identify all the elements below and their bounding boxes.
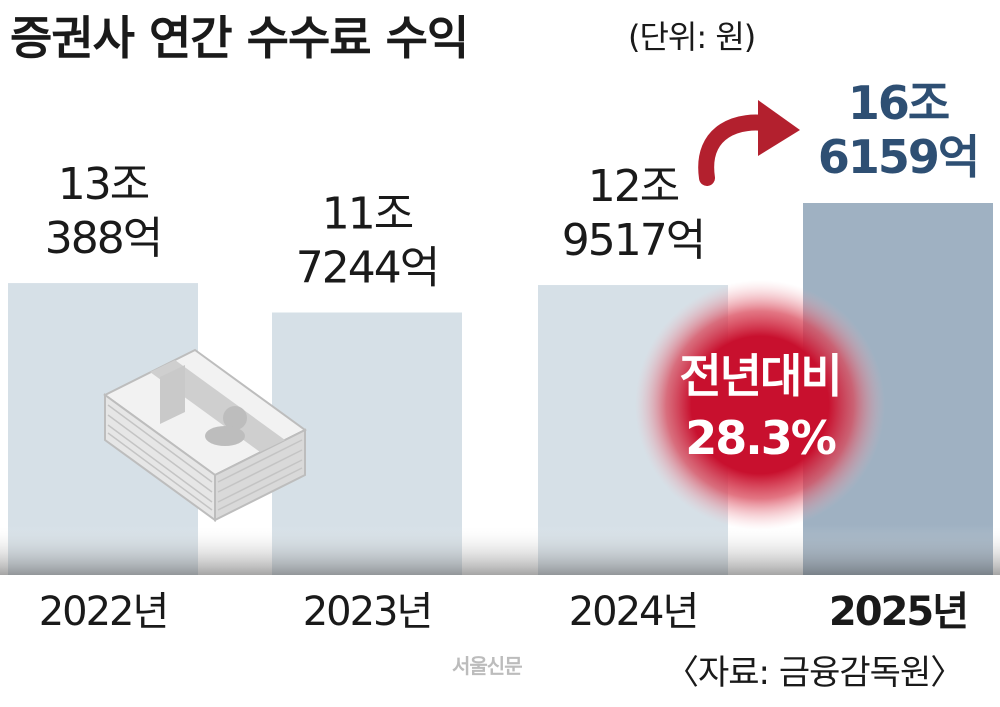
- badge-line2: 28.3%: [685, 411, 835, 465]
- ground-shadow: [0, 525, 1000, 575]
- value-label-3-0: 16조: [848, 76, 949, 130]
- value-label-2-0: 12조: [588, 161, 679, 212]
- value-label-0-0: 13조: [58, 159, 149, 210]
- chart-title: 증권사 연간 수수료 수익: [10, 11, 469, 65]
- badge-line1: 전년대비: [679, 349, 840, 403]
- value-label-2-1: 9517억: [562, 215, 704, 266]
- value-label-3-1: 6159억: [818, 130, 978, 184]
- money-stack-icon: [103, 348, 307, 522]
- category-label-1: 2023년: [303, 589, 432, 635]
- publisher-watermark: 서울신문: [452, 654, 523, 678]
- source-note: 〈자료: 금융감독원〉: [665, 653, 964, 693]
- value-label-0-1: 388억: [45, 213, 161, 264]
- growth-badge: 전년대비 28.3%: [635, 280, 885, 530]
- category-label-2: 2024년: [569, 589, 698, 635]
- category-label-0: 2022년: [39, 589, 168, 635]
- unit-label: (단위: 원): [628, 18, 756, 56]
- curved-arrow-icon: [698, 100, 800, 186]
- value-label-1-1: 7244억: [296, 243, 438, 294]
- category-label-3: 2025년: [829, 589, 967, 635]
- value-label-1-0: 11조: [322, 189, 413, 240]
